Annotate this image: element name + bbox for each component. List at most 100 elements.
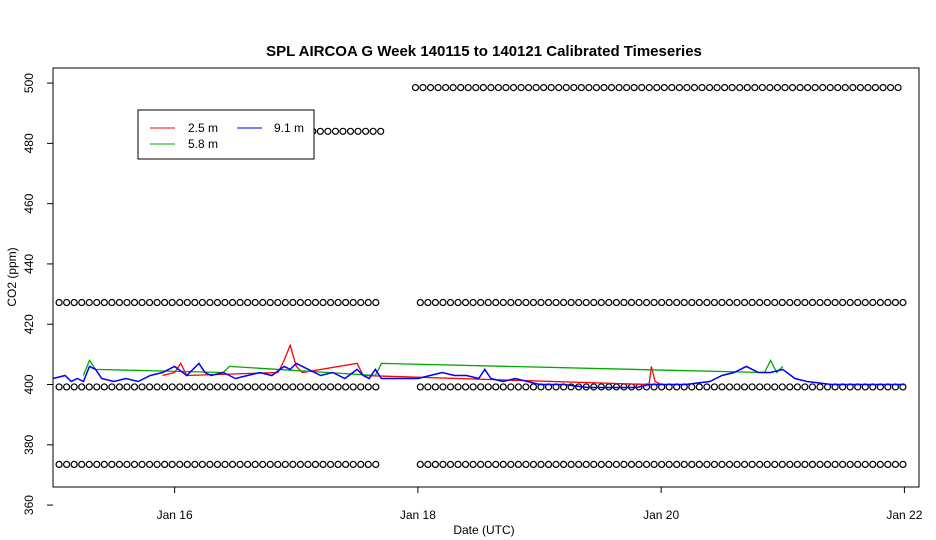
reference-point <box>673 298 681 307</box>
reference-point <box>281 298 289 307</box>
reference-point <box>424 460 432 468</box>
reference-point <box>85 298 93 307</box>
reference-point <box>728 83 736 92</box>
reference-point <box>281 460 289 468</box>
reference-point <box>244 460 252 468</box>
reference-point <box>653 83 661 92</box>
reference-point <box>846 460 854 468</box>
reference-point <box>78 383 86 391</box>
reference-point <box>198 298 206 307</box>
reference-point <box>718 383 726 391</box>
reference-point <box>771 298 779 307</box>
reference-point <box>221 383 229 391</box>
reference-point <box>424 383 432 391</box>
y-tick-label: 400 <box>22 374 36 394</box>
reference-point <box>803 83 812 92</box>
reference-point <box>733 460 741 468</box>
reference-point <box>183 383 191 391</box>
reference-point <box>688 383 696 391</box>
x-axis-label: Date (UTC) <box>453 523 514 537</box>
reference-point <box>319 298 327 307</box>
reference-point <box>130 460 139 468</box>
reference-point <box>494 83 503 92</box>
reference-point <box>582 460 590 468</box>
x-tick-label: Jan 16 <box>157 508 193 522</box>
reference-point <box>736 83 744 92</box>
reference-point <box>894 83 902 92</box>
reference-point <box>411 83 420 92</box>
reference-point <box>85 460 93 468</box>
reference-point <box>826 83 834 92</box>
reference-point <box>544 460 553 468</box>
reference-point <box>555 83 563 92</box>
reference-point <box>115 383 124 391</box>
reference-point <box>326 460 335 468</box>
reference-point <box>161 383 169 391</box>
reference-point <box>703 383 711 391</box>
reference-point <box>431 298 440 307</box>
reference-point <box>635 460 643 468</box>
reference-point <box>612 460 620 468</box>
reference-point <box>369 127 377 135</box>
reference-point <box>680 298 688 307</box>
reference-point <box>63 460 71 468</box>
reference-point <box>289 460 297 468</box>
x-tick-label: Jan 22 <box>886 508 922 522</box>
reference-point <box>244 383 252 391</box>
reference-point <box>562 83 570 92</box>
reference-point <box>424 298 432 307</box>
reference-point <box>748 460 756 468</box>
reference-point <box>274 460 282 468</box>
reference-point <box>492 298 500 307</box>
reference-point <box>638 83 646 92</box>
reference-point <box>176 460 184 468</box>
reference-point <box>507 460 515 468</box>
reference-point <box>590 298 598 307</box>
reference-point <box>326 383 335 391</box>
reference-point <box>206 383 214 391</box>
reference-point <box>115 298 124 307</box>
reference-point <box>600 83 608 92</box>
reference-point <box>469 460 477 468</box>
reference-point <box>721 83 729 92</box>
chart-title: SPL AIRCOA G Week 140115 to 140121 Calib… <box>266 43 702 60</box>
reference-point <box>673 460 681 468</box>
reference-point <box>786 298 794 307</box>
reference-point <box>683 83 691 92</box>
reference-point <box>861 298 869 307</box>
reference-point <box>522 383 530 391</box>
reference-point <box>464 83 472 92</box>
reference-point <box>529 460 538 468</box>
reference-point <box>816 298 824 307</box>
reference-point <box>502 83 510 92</box>
reference-point <box>454 383 462 391</box>
reference-point <box>567 298 575 307</box>
reference-point <box>108 298 116 307</box>
reference-point <box>778 460 786 468</box>
reference-point <box>499 460 507 468</box>
reference-point <box>650 460 658 468</box>
reference-point <box>658 460 666 468</box>
reference-point <box>319 383 327 391</box>
y-tick-label: 480 <box>22 133 36 153</box>
reference-point <box>304 383 312 391</box>
legend-label-2-5m: 2.5 m <box>188 121 218 135</box>
reference-point <box>871 83 880 92</box>
reference-point <box>522 460 530 468</box>
reference-point <box>63 298 71 307</box>
reference-point <box>552 460 560 468</box>
reference-point <box>342 460 350 468</box>
reference-point <box>793 460 801 468</box>
reference-point <box>577 83 585 92</box>
reference-point <box>891 460 900 468</box>
reference-point <box>93 460 101 468</box>
reference-point <box>529 383 538 391</box>
reference-point <box>70 383 78 391</box>
reference-point <box>55 460 63 468</box>
reference-point <box>763 383 771 391</box>
reference-point <box>751 83 759 92</box>
reference-point <box>605 460 613 468</box>
reference-point <box>642 460 651 468</box>
reference-point <box>469 298 477 307</box>
reference-point <box>487 83 495 92</box>
